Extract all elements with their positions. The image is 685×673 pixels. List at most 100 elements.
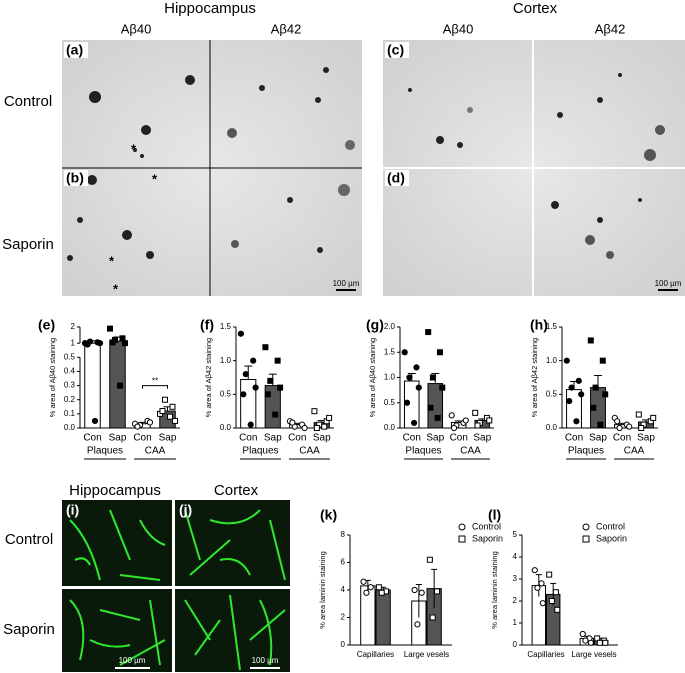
y-tick-label: 1.0 [546, 356, 558, 365]
panel-label: (d) [387, 170, 405, 186]
data-point [448, 412, 455, 419]
data-point [159, 408, 166, 415]
legend-label: Control [596, 521, 625, 531]
scale-bar-label: 100 µm [655, 279, 682, 288]
data-point [568, 384, 575, 391]
data-point [146, 419, 154, 426]
fluorescence-block [62, 500, 290, 672]
data-point [650, 414, 657, 421]
data-point [434, 588, 441, 595]
data-point [602, 391, 609, 398]
legend-marker [582, 535, 590, 543]
data-point [596, 639, 603, 646]
y-tick-label: 4 [513, 552, 518, 561]
data-point [450, 424, 458, 432]
data-point [635, 411, 642, 418]
header: Hippocampus [164, 0, 256, 17]
row-label: Control [4, 93, 52, 110]
annotation: ** [152, 377, 158, 386]
x-tick-label: Large vesels [404, 650, 449, 659]
data-point [531, 567, 538, 574]
y-tick-label: 2 [71, 322, 76, 331]
x-tick-label: Con [83, 433, 101, 444]
legend-label: Saporin [472, 533, 503, 543]
data-point [91, 417, 99, 425]
y-tick-label: 0.5 [64, 352, 76, 361]
data-point [301, 424, 308, 432]
chart: (e) % area of Aβ40 staining 0.0 0.1 0.2 0.3 0.… [38, 317, 180, 460]
data-point [363, 589, 370, 596]
header: Cortex [214, 482, 259, 499]
data-point [597, 421, 604, 428]
data-point [240, 391, 247, 398]
panel-label: (h) [530, 317, 548, 333]
x-tick-label: Con [403, 433, 421, 444]
y-tick-label: 0.5 [384, 398, 396, 407]
data-point [563, 357, 570, 364]
data-point [169, 403, 176, 410]
data-point [474, 422, 481, 429]
y-tick-label: 0 [341, 640, 346, 649]
data-point [472, 409, 479, 416]
legend-marker [458, 535, 466, 543]
y-tick-label: 1 [513, 618, 518, 627]
svg-text:*: * [152, 171, 158, 186]
y-axis-label: % area laminin staining [490, 551, 499, 629]
x-tick-label: Capillaries [527, 650, 564, 659]
data-point [462, 417, 469, 424]
data-point [614, 418, 621, 425]
svg-text:*: * [131, 141, 137, 156]
y-axis-label: % area of Aβ42 staining [530, 338, 539, 417]
data-point [552, 589, 559, 596]
svg-text:*: * [109, 253, 115, 268]
group-label: Plaques [405, 446, 441, 457]
panel-label: (j) [179, 502, 192, 518]
data-point [575, 377, 582, 384]
data-point [401, 349, 408, 356]
y-tick-label: 1.5 [384, 347, 396, 356]
data-point [426, 556, 433, 563]
data-point [360, 578, 367, 585]
scale-bar-label: 100 µm [252, 656, 279, 665]
data-point [429, 374, 436, 381]
y-tick-label: 0.0 [546, 423, 558, 432]
group-label: Plaques [242, 446, 278, 457]
legend-label: Control [472, 521, 501, 531]
y-tick-label: 5 [513, 530, 518, 539]
data-point [539, 600, 546, 607]
legend-marker [582, 523, 590, 531]
data-point [415, 384, 422, 391]
x-tick-label: Con [565, 433, 583, 444]
legend-marker [458, 523, 466, 531]
panel-label: (b) [66, 170, 84, 186]
y-tick-label: 2 [341, 613, 346, 622]
data-point [321, 423, 328, 430]
data-point [237, 330, 244, 337]
y-tick-label: 1.5 [546, 322, 558, 331]
header: Cortex [513, 0, 558, 17]
header: Hippocampus [69, 482, 161, 499]
data-point [378, 589, 385, 596]
data-point [436, 349, 443, 356]
scale-bar-label: 100 µm [119, 656, 146, 665]
x-tick-label: Sap [264, 433, 282, 444]
y-axis-label: % area of Aβ42 staining [204, 338, 213, 417]
data-point [411, 419, 418, 427]
y-tick-label: 0.0 [64, 423, 76, 432]
subheader: Aβ42 [595, 21, 626, 36]
panel-label: (i) [66, 502, 79, 518]
data-point [375, 584, 382, 591]
data-point [579, 630, 586, 638]
x-tick-label: Sap [159, 433, 177, 444]
data-point [272, 411, 279, 418]
row-label: Saporin [2, 236, 54, 253]
data-point [277, 384, 284, 391]
data-point [590, 404, 597, 411]
y-tick-label: 0.5 [546, 389, 558, 398]
y-tick-label: 1.0 [220, 356, 232, 365]
data-point [587, 639, 594, 646]
data-point [413, 364, 420, 371]
data-point [252, 384, 259, 391]
y-axis-label: % area of Aβ40 staining [48, 338, 57, 417]
